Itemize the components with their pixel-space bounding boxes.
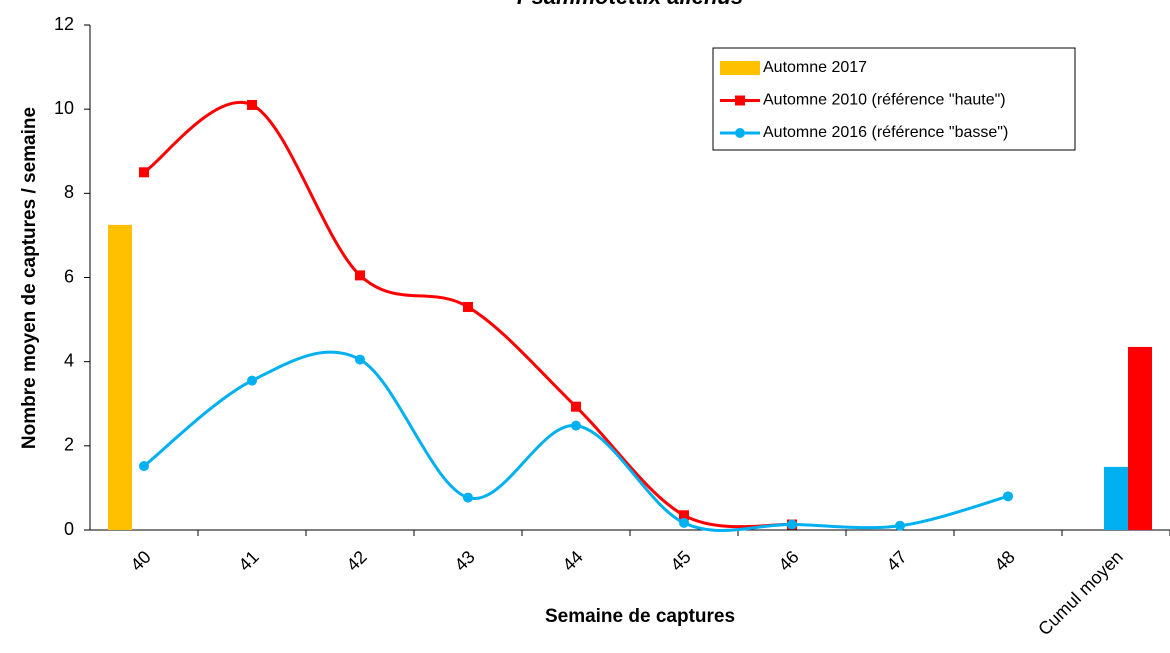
x-tick-label: 43 <box>451 547 479 575</box>
marker <box>1003 491 1013 502</box>
marker <box>139 461 149 472</box>
x-tick-label: 46 <box>775 547 803 575</box>
marker <box>463 492 473 503</box>
legend-label: Automne 2010 (référence "haute") <box>763 92 1006 109</box>
bar <box>108 224 132 531</box>
marker <box>787 519 797 530</box>
chart-title: Psammotettix alienus <box>517 0 743 9</box>
marker <box>735 95 745 106</box>
marker <box>735 128 745 138</box>
x-tick-label: 45 <box>667 547 695 575</box>
bar <box>1104 466 1128 530</box>
y-tick-label: 4 <box>64 350 74 370</box>
x-tick-label: 42 <box>343 547 371 575</box>
marker <box>895 520 905 531</box>
x-axis-label: Semaine de captures <box>545 606 735 627</box>
marker <box>247 99 257 110</box>
y-axis-label: Nombre moyen de captures / semaine <box>19 107 40 449</box>
marker <box>355 354 365 365</box>
marker <box>139 167 149 178</box>
y-tick-label: 0 <box>64 519 74 539</box>
marker <box>355 270 365 281</box>
marker <box>247 375 257 386</box>
y-tick-label: 10 <box>54 98 74 118</box>
marker <box>571 401 581 412</box>
x-tick-label: 41 <box>235 547 263 575</box>
legend-box <box>712 47 1076 151</box>
marker <box>679 517 689 528</box>
y-tick-label: 12 <box>54 14 74 34</box>
y-tick-label: 8 <box>64 182 74 202</box>
x-tick-label: 44 <box>559 547 587 575</box>
line <box>143 350 1009 533</box>
legend-label: Automne 2017 <box>763 59 867 76</box>
bar <box>1128 346 1152 530</box>
marker <box>679 510 689 521</box>
marker <box>463 301 473 312</box>
x-tick-label: 40 <box>127 547 155 575</box>
legend-label: Automne 2016 (référence "basse") <box>763 124 1008 141</box>
marker <box>571 420 581 431</box>
y-tick-label: 2 <box>64 435 74 455</box>
x-tick-label: 47 <box>883 547 911 575</box>
y-tick-label: 6 <box>64 266 74 286</box>
x-tick-label: Cumul moyen <box>1034 547 1127 640</box>
x-tick-label: 48 <box>991 547 1019 575</box>
line <box>143 101 793 529</box>
legend-swatch <box>720 61 760 75</box>
